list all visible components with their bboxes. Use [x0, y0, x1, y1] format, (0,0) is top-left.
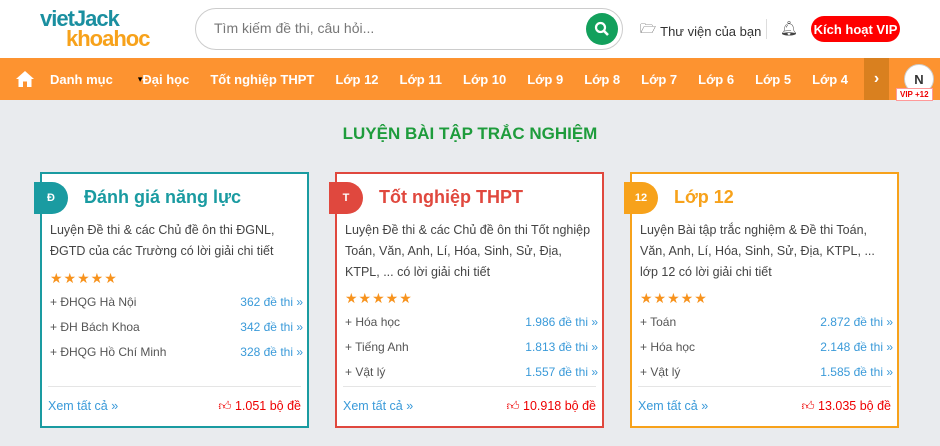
home-icon[interactable] — [0, 70, 50, 88]
chevron-right-icon[interactable]: › — [864, 58, 889, 100]
list-item[interactable]: + Toán 2.872 đề thi » — [640, 315, 893, 329]
list-item[interactable]: + Vật lý 1.557 đề thi » — [345, 365, 598, 379]
star-rating: ★★★★★ — [345, 290, 413, 306]
card-badge: 12 — [624, 182, 658, 214]
nav-item[interactable]: Lớp 8 — [584, 71, 621, 87]
total-count: 13.035 bộ đề — [818, 399, 891, 413]
search-button[interactable] — [586, 13, 618, 45]
thumbs-up-icon: 👍︎ — [801, 399, 818, 413]
list-item[interactable]: + Hóa học 1.986 đề thi » — [345, 315, 598, 329]
card-rows: + ĐHQG Hà Nội 362 đề thi » + ĐH Bách Khoa 3… — [50, 290, 303, 365]
logo[interactable]: vietJack khoahoc — [40, 6, 150, 51]
card-badge: T — [329, 182, 363, 214]
activate-vip-button[interactable]: Kích hoạt VIP — [811, 16, 900, 42]
card-badge: Đ — [34, 182, 68, 214]
see-all-link[interactable]: Xem tất cả » — [48, 399, 119, 413]
total-count: 1.051 bộ đề — [234, 399, 301, 413]
nav-item[interactable]: Danh mục — [50, 71, 113, 87]
nav-item[interactable]: Lớp 7 — [641, 71, 678, 87]
nav-item[interactable]: Lớp 11 — [399, 71, 443, 87]
total-count: 10.918 bộ đề — [523, 399, 596, 413]
vip-badge: VIP +12 — [896, 88, 933, 101]
folder-icon: 🗁 — [640, 21, 657, 36]
nav-item[interactable]: Lớp 9 — [527, 71, 564, 87]
nav-item[interactable]: Lớp 12 — [335, 71, 379, 87]
list-item[interactable]: + Hóa học 2.148 đề thi » — [640, 340, 893, 354]
card-title[interactable]: Tốt nghiệp THPT — [379, 187, 523, 207]
card-title[interactable]: Lớp 12 — [674, 187, 734, 207]
see-all-link[interactable]: Xem tất cả » — [638, 399, 709, 413]
divider — [766, 19, 767, 39]
nav-item[interactable]: Đại học — [142, 71, 190, 87]
card-description: Luyện Đề thi & các Chủ đề ôn thi ĐGNL, Đ… — [50, 223, 275, 258]
course-card: T Tốt nghiệp THPT Luyện Đề thi & các Chủ… — [329, 172, 604, 428]
card-rows: + Toán 2.872 đề thi » + Hóa học 2.148 đề th… — [640, 310, 893, 385]
nav-item[interactable]: Lớp 6 — [698, 71, 735, 87]
card-footer: Xem tất cả » 👍︎ 1.051 bộ đề — [48, 386, 301, 414]
course-card: 12 Lớp 12 Luyện Bài tập trắc nghiệm & Đề… — [624, 172, 899, 428]
list-item[interactable]: + Tiếng Anh 1.813 đề thi » — [345, 340, 598, 354]
chevron-down-icon: ▾ — [137, 73, 143, 84]
list-item[interactable]: + ĐHQG Hà Nội 362 đề thi » — [50, 295, 303, 309]
library-link[interactable]: 🗁 Thư viện của bạn — [640, 20, 761, 42]
nav-item[interactable]: Lớp 4 — [812, 71, 849, 87]
nav-item[interactable]: Lớp 5 — [755, 71, 792, 87]
nav-item[interactable]: Lớp 10 — [463, 71, 507, 87]
star-rating: ★★★★★ — [640, 290, 708, 306]
card-footer: Xem tất cả » 👍︎ 10.918 bộ đề — [343, 386, 596, 414]
list-item[interactable]: + Vật lý 1.585 đề thi » — [640, 365, 893, 379]
card-footer: Xem tất cả » 👍︎ 13.035 bộ đề — [638, 386, 891, 414]
card-title[interactable]: Đánh giá năng lực — [84, 187, 242, 207]
list-item[interactable]: + ĐHQG Hồ Chí Minh 328 đề thi » — [50, 345, 303, 359]
thumbs-up-icon: 👍︎ — [218, 399, 235, 413]
nav-items: Danh mục ▾ Đại học Tốt nghiệp THPT Lớp 12 Lớp… — [50, 72, 860, 87]
card-description: Luyện Đề thi & các Chủ đề ôn thi Tốt ngh… — [345, 223, 591, 279]
search-input[interactable] — [214, 20, 574, 36]
search-box — [195, 8, 623, 50]
thumbs-up-icon: 👍︎ — [506, 399, 523, 413]
nav-item[interactable]: Tốt nghiệp THPT — [210, 71, 315, 87]
header: vietJack khoahoc 🗁Thư viện của bạn 🔔︎ Kí… — [0, 0, 940, 58]
section-title: LUYỆN BÀI TẬP TRẮC NGHIỆM — [342, 124, 598, 143]
see-all-link[interactable]: Xem tất cả » — [343, 399, 414, 413]
star-rating: ★★★★★ — [50, 270, 118, 286]
bell-icon[interactable]: 🔔︎ — [780, 20, 798, 36]
main-nav: Danh mục ▾ Đại học Tốt nghiệp THPT Lớp 12 Lớp… — [0, 58, 940, 101]
list-item[interactable]: + ĐH Bách Khoa 342 đề thi » — [50, 320, 303, 334]
card-rows: + Hóa học 1.986 đề thi » + Tiếng Anh 1.813 … — [345, 310, 598, 385]
search-icon — [594, 21, 609, 36]
card-description: Luyện Bài tập trắc nghiệm & Đề thi Toán,… — [640, 223, 875, 279]
course-card: Đ Đánh giá năng lực Luyện Đề thi & các C… — [34, 172, 309, 428]
